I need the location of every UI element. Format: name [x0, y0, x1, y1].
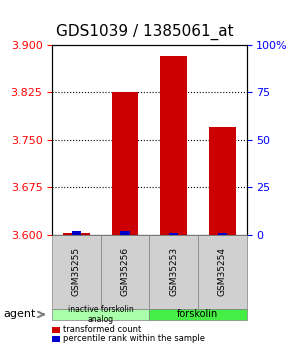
- Bar: [72, 231, 81, 235]
- Bar: [112, 92, 138, 235]
- Bar: [120, 231, 130, 235]
- Text: agent: agent: [3, 309, 35, 319]
- Text: GSM35254: GSM35254: [218, 247, 227, 296]
- Text: forskolin: forskolin: [177, 309, 219, 319]
- Text: inactive forskolin
analog: inactive forskolin analog: [68, 305, 134, 324]
- Bar: [169, 233, 178, 235]
- Bar: [218, 233, 227, 235]
- Text: percentile rank within the sample: percentile rank within the sample: [63, 334, 205, 343]
- Text: GDS1039 / 1385061_at: GDS1039 / 1385061_at: [56, 23, 234, 40]
- Text: GSM35253: GSM35253: [169, 247, 178, 296]
- Text: transformed count: transformed count: [63, 325, 142, 334]
- Bar: [160, 56, 187, 235]
- Text: GSM35255: GSM35255: [72, 247, 81, 296]
- Bar: [209, 127, 235, 235]
- Text: GSM35256: GSM35256: [121, 247, 130, 296]
- Bar: [63, 233, 90, 235]
